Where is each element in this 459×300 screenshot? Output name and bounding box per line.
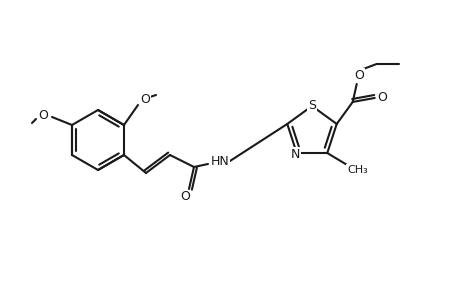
Text: O: O xyxy=(140,92,150,106)
Text: O: O xyxy=(376,92,386,104)
Text: O: O xyxy=(38,109,48,122)
Text: O: O xyxy=(353,70,363,83)
Text: N: N xyxy=(291,148,300,160)
Text: CH₃: CH₃ xyxy=(346,165,367,175)
Text: O: O xyxy=(179,190,190,203)
Text: S: S xyxy=(308,98,315,112)
Text: HN: HN xyxy=(210,154,229,167)
